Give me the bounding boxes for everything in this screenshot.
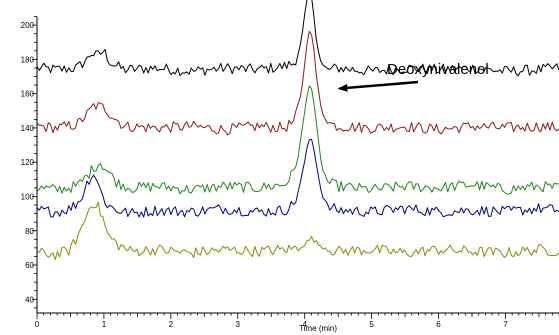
x-tick-label: 5 — [369, 320, 374, 329]
y-tick-label: 80 — [25, 227, 34, 236]
ticks-layer: 40 60 80 100 120 140 160 180 200 0 1 2 3 4 5 6 7 — [21, 16, 559, 329]
x-tick-label: 1 — [102, 320, 107, 329]
y-tick-label: 140 — [21, 124, 35, 133]
x-axis-label: Time (min) — [299, 324, 337, 333]
series-line-1 — [36, 0, 559, 77]
x-tick-label: 3 — [236, 320, 241, 329]
y-tick-label: 200 — [21, 21, 35, 30]
deoxynivalenol-arrow — [337, 80, 419, 92]
series-line-4 — [36, 138, 559, 218]
y-tick-label: 40 — [25, 295, 34, 304]
series-line-2 — [36, 30, 559, 136]
x-tick-label: 6 — [436, 320, 441, 329]
series-line-5 — [36, 201, 559, 261]
x-tick-label: 0 — [35, 320, 40, 329]
annotation-layer: Deoxynivalenol — [337, 61, 489, 92]
x-tick-label: 4 — [302, 320, 307, 329]
y-tick-label: 60 — [25, 261, 34, 270]
series-line-3 — [36, 85, 559, 195]
series-layer — [36, 0, 559, 261]
x-tick-label: 7 — [503, 320, 508, 329]
y-tick-label: 120 — [21, 158, 35, 167]
x-tick-label: 2 — [169, 320, 174, 329]
y-tick-label: 100 — [21, 192, 35, 201]
deoxynivalenol-label: Deoxynivalenol — [387, 61, 489, 78]
y-tick-label: 160 — [21, 90, 35, 99]
y-tick-label: 180 — [21, 55, 35, 64]
